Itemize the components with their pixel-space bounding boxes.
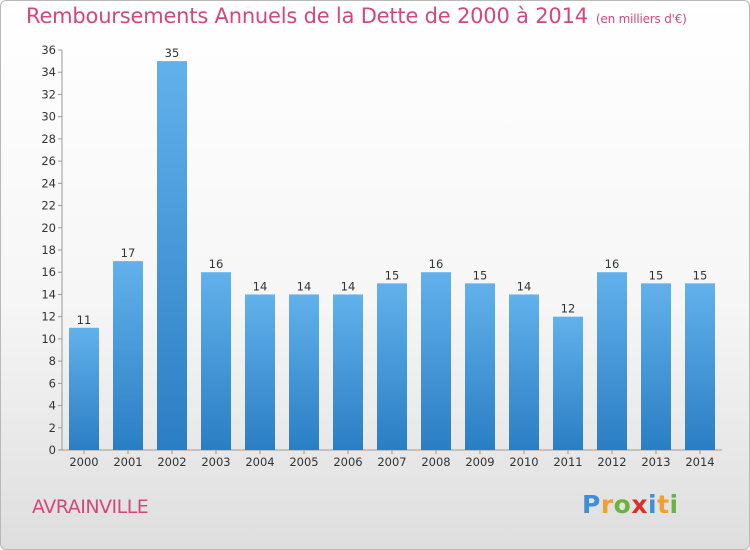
y-tick-label: 30 (41, 110, 56, 124)
value-label-2010: 14 (517, 279, 532, 293)
proxiti-logo[interactable]: Proxiti (582, 490, 679, 519)
value-label-2004: 14 (253, 279, 268, 293)
y-tick-label: 22 (41, 199, 56, 213)
x-tick-label-2003: 2003 (201, 455, 230, 469)
bar-2009 (465, 283, 495, 450)
x-tick-label-2005: 2005 (289, 455, 318, 469)
value-label-2011: 12 (561, 302, 576, 316)
bar-2004 (245, 294, 275, 450)
x-tick-label-2002: 2002 (157, 455, 186, 469)
x-tick-label-2009: 2009 (465, 455, 494, 469)
bar-2001 (113, 261, 143, 450)
bar-2012 (597, 272, 627, 450)
value-label-2009: 15 (473, 268, 488, 282)
chart-title-text: Remboursements Annuels de la Dette de 20… (26, 4, 588, 28)
y-tick-label: 34 (41, 65, 56, 79)
bar-2000 (69, 327, 99, 450)
logo-letter: x (631, 490, 648, 519)
bar-2013 (641, 283, 671, 450)
value-label-2006: 14 (341, 279, 356, 293)
y-tick-label: 14 (41, 287, 56, 301)
bar-2010 (509, 294, 539, 450)
bar-2002 (157, 61, 187, 450)
bar-2006 (333, 294, 363, 450)
x-tick-label-2000: 2000 (69, 455, 98, 469)
y-tick-label: 18 (41, 243, 56, 257)
data-labels: 11 17 35 16 14 14 14 15 16 15 14 12 16 15 15 (77, 46, 708, 327)
bar-2014 (685, 283, 715, 450)
x-tick-label-2011: 2011 (553, 455, 582, 469)
x-tick-label-2008: 2008 (421, 455, 450, 469)
bar-2011 (553, 316, 583, 450)
logo-letter: o (613, 490, 632, 519)
x-tick-label-2012: 2012 (597, 455, 626, 469)
y-tick-label: 20 (41, 221, 56, 235)
x-tick-label-2010: 2010 (509, 455, 538, 469)
logo-letter: r (600, 490, 614, 519)
y-tick-label: 8 (49, 354, 56, 368)
logo-letter: i (648, 490, 658, 519)
bar-2003 (201, 272, 231, 450)
x-tick-label-2001: 2001 (113, 455, 142, 469)
value-label-2001: 17 (121, 246, 136, 260)
y-tick-label: 2 (49, 421, 56, 435)
y-tick-label: 4 (49, 399, 56, 413)
x-axis: 2000 2001 2002 2003 2004 2005 2006 2007 2008 2009… (62, 449, 722, 469)
y-tick-label: 32 (41, 87, 56, 101)
logo-letter: t (657, 490, 670, 519)
bar-2008 (421, 272, 451, 450)
value-label-2013: 15 (649, 268, 664, 282)
x-tick-label-2013: 2013 (641, 455, 670, 469)
logo-letter: i (669, 490, 679, 519)
value-label-2002: 35 (165, 46, 180, 60)
y-tick-label: 24 (41, 176, 56, 190)
bars (69, 61, 715, 450)
y-tick-label: 36 (41, 43, 56, 57)
bar-2007 (377, 283, 407, 450)
value-label-2014: 15 (693, 268, 708, 282)
town-name: AVRAINVILLE (32, 496, 149, 518)
x-tick-label-2014: 2014 (685, 455, 714, 469)
x-tick-label-2006: 2006 (333, 455, 362, 469)
y-tick-label: 10 (41, 332, 56, 346)
chart-title: Remboursements Annuels de la Dette de 20… (26, 4, 687, 28)
value-label-2008: 16 (429, 257, 444, 271)
logo-letter: P (582, 490, 601, 519)
chart-unit: (en milliers d'€) (595, 12, 687, 26)
value-label-2003: 16 (209, 257, 224, 271)
y-tick-label: 16 (41, 265, 56, 279)
y-tick-label: 6 (49, 376, 56, 390)
y-tick-label: 0 (49, 443, 56, 457)
y-tick-label: 26 (41, 154, 56, 168)
x-tick-label-2004: 2004 (245, 455, 274, 469)
value-label-2000: 11 (77, 313, 92, 327)
bar-2005 (289, 294, 319, 450)
y-tick-label: 12 (41, 310, 56, 324)
value-label-2012: 16 (605, 257, 620, 271)
value-label-2007: 15 (385, 268, 400, 282)
x-tick-label-2007: 2007 (377, 455, 406, 469)
value-label-2005: 14 (297, 279, 312, 293)
y-tick-label: 28 (41, 132, 56, 146)
